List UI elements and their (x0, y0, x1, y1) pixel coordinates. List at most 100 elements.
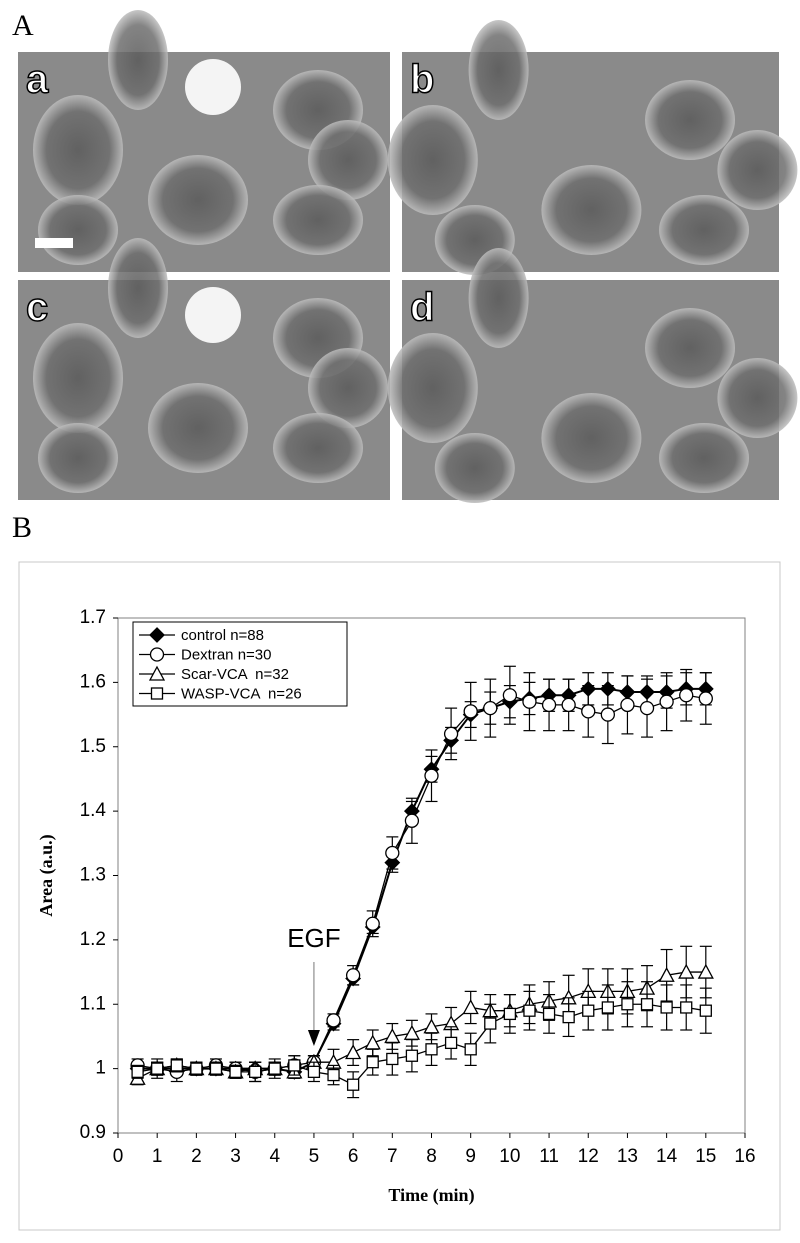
marker (190, 1062, 203, 1075)
cell (541, 393, 642, 483)
marker (659, 694, 674, 709)
x-tick-label: 13 (617, 1146, 638, 1167)
marker (326, 1013, 341, 1028)
marker (327, 1068, 340, 1082)
micrograph: b (387, 20, 798, 275)
marker (562, 1010, 575, 1024)
cell (108, 10, 168, 110)
x-axis-title: Time (min) (388, 1185, 474, 1206)
marker (288, 1059, 301, 1072)
y-tick-label: 1.6 (80, 671, 106, 692)
cell (33, 95, 123, 205)
x-tick-label: 16 (734, 1146, 755, 1167)
marker (542, 1007, 556, 1021)
marker (365, 916, 380, 931)
x-tick-label: 6 (348, 1146, 359, 1167)
marker (307, 1065, 321, 1078)
marker (464, 1043, 477, 1056)
marker (541, 697, 557, 713)
x-tick-label: 3 (230, 1146, 241, 1167)
cell (434, 433, 515, 503)
marker (346, 1078, 360, 1091)
y-tick-label: 0.9 (80, 1122, 106, 1143)
y-tick-label: 1.7 (80, 607, 106, 628)
cell (659, 195, 750, 265)
marker (425, 1043, 438, 1056)
cell (717, 358, 798, 438)
marker (366, 1056, 379, 1069)
y-tick-label: 1 (95, 1058, 106, 1079)
marker (600, 707, 615, 722)
y-tick-label: 1.5 (80, 736, 106, 757)
y-tick-label: 1.2 (80, 929, 106, 950)
x-tick-label: 5 (309, 1146, 320, 1167)
legend-marker (149, 627, 165, 643)
cell (148, 383, 248, 473)
marker (229, 1065, 242, 1078)
marker (443, 726, 459, 742)
marker (698, 691, 713, 706)
marker (699, 1004, 712, 1017)
marker (268, 1062, 281, 1075)
marker (601, 1001, 614, 1014)
marker (679, 688, 694, 703)
cell (468, 20, 529, 120)
marker (660, 1001, 673, 1014)
cell (33, 323, 123, 433)
scale-bar (35, 238, 73, 248)
cell (38, 195, 118, 265)
marker (582, 1004, 595, 1017)
marker (697, 963, 714, 979)
marker (249, 1065, 262, 1078)
legend-marker (148, 665, 166, 681)
cell (645, 308, 736, 388)
cell (308, 348, 388, 428)
legend-box (132, 621, 348, 707)
y-tick-label: 1.3 (80, 865, 106, 886)
marker (581, 704, 596, 719)
cell (273, 185, 363, 255)
x-tick-label: 2 (191, 1146, 202, 1167)
marker (424, 768, 439, 783)
marker (345, 968, 361, 983)
marker (680, 1001, 693, 1014)
marker (561, 697, 576, 713)
cell (273, 413, 363, 483)
marker (620, 697, 635, 713)
annotation-arrowhead (307, 1030, 320, 1046)
panel-label: A (12, 9, 34, 42)
cell (308, 120, 388, 200)
micrograph: c (18, 238, 390, 500)
annotation: EGF (287, 923, 340, 953)
cell (387, 333, 478, 443)
x-tick-label: 1 (152, 1146, 163, 1167)
legend-label: WASP-VCA n=26 (181, 685, 302, 702)
cell (659, 423, 750, 493)
x-tick-label: 0 (113, 1146, 124, 1167)
marker (131, 1065, 144, 1078)
x-tick-label: 14 (656, 1146, 678, 1167)
legend-marker (150, 687, 164, 700)
marker (640, 998, 654, 1011)
legend-label: Scar-VCA n=32 (181, 666, 289, 683)
legend-marker (149, 647, 165, 662)
panel-letter: b (410, 58, 434, 102)
x-tick-label: 11 (539, 1146, 559, 1167)
marker (658, 966, 675, 982)
marker (639, 700, 655, 716)
micrograph: a (18, 10, 390, 272)
marker (385, 845, 400, 861)
marker (170, 1059, 183, 1072)
bright-spot (185, 59, 241, 115)
micrographs: a b c d (18, 10, 798, 503)
panel-letter: a (26, 58, 49, 102)
marker (678, 963, 695, 979)
marker (444, 1036, 458, 1050)
x-tick-label: 7 (387, 1146, 398, 1167)
x-tick-label: 10 (499, 1146, 520, 1167)
cell (38, 423, 118, 493)
marker (404, 813, 420, 828)
y-axis-title: Area (a.u.) (36, 834, 57, 916)
